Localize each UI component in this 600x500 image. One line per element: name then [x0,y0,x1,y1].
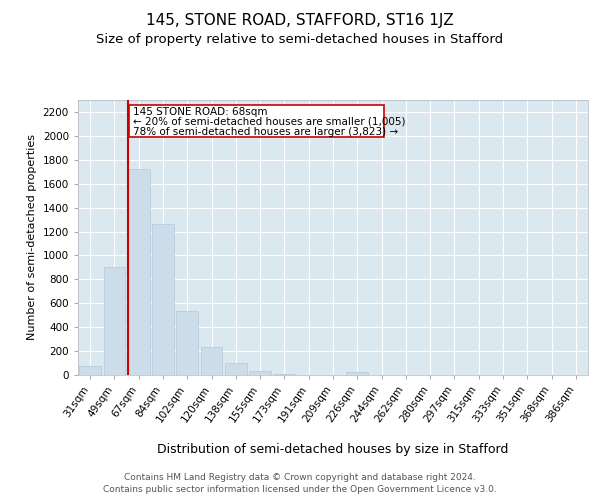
Bar [200,347,223,375]
FancyBboxPatch shape [129,105,384,137]
Text: Size of property relative to semi-detached houses in Stafford: Size of property relative to semi-detach… [97,32,503,46]
Y-axis label: Number of semi-detached properties: Number of semi-detached properties [27,134,37,340]
Text: 78% of semi-detached houses are larger (3,823) →: 78% of semi-detached houses are larger (… [133,127,398,137]
Text: Distribution of semi-detached houses by size in Stafford: Distribution of semi-detached houses by … [157,442,509,456]
Bar [176,311,198,375]
Text: Contains HM Land Registry data © Crown copyright and database right 2024.: Contains HM Land Registry data © Crown c… [124,472,476,482]
Bar [104,267,125,375]
Bar [346,372,368,375]
Bar [128,170,149,375]
Text: 145, STONE ROAD, STAFFORD, ST16 1JZ: 145, STONE ROAD, STAFFORD, ST16 1JZ [146,12,454,28]
Text: ← 20% of semi-detached houses are smaller (1,005): ← 20% of semi-detached houses are smalle… [133,117,405,127]
Text: Contains public sector information licensed under the Open Government Licence v3: Contains public sector information licen… [103,485,497,494]
Text: 145 STONE ROAD: 68sqm: 145 STONE ROAD: 68sqm [133,107,267,117]
Bar [225,363,247,375]
Bar [79,366,101,375]
Bar [152,224,174,375]
Bar [274,374,295,375]
Bar [249,372,271,375]
